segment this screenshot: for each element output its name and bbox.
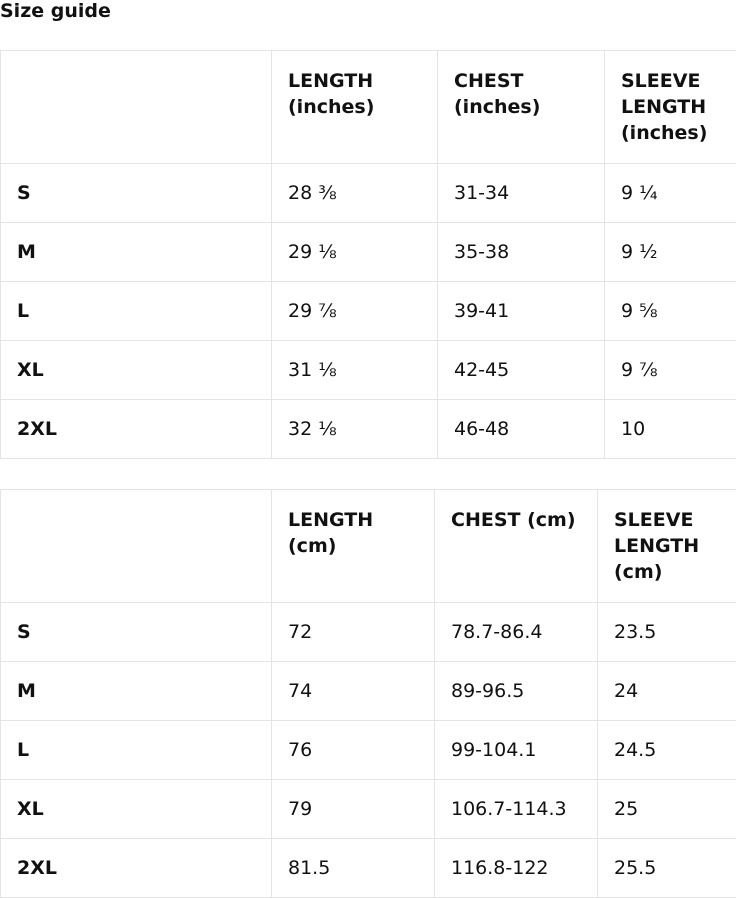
table-row: S 28 ⅜ 31-34 9 ¼ <box>0 163 736 223</box>
table-cell: 9 ⅝ <box>604 281 736 341</box>
table-cell: 9 ½ <box>604 222 736 282</box>
table-cell: 116.8-122 <box>434 838 598 898</box>
table-row: XL 31 ⅛ 42-45 9 ⅞ <box>0 340 736 400</box>
size-label: XL <box>0 340 272 400</box>
size-label: L <box>0 281 272 341</box>
size-label: XL <box>0 779 272 839</box>
table-cell: 31 ⅛ <box>271 340 438 400</box>
size-label: M <box>0 661 272 721</box>
column-header: CHEST (inches) <box>437 50 605 164</box>
column-header <box>0 50 272 164</box>
table-cell: 32 ⅛ <box>271 399 438 459</box>
table-cell: 24 <box>597 661 736 721</box>
table-row: 2XL 81.5 116.8-122 25.5 <box>0 838 736 898</box>
table-cell: 72 <box>271 602 435 662</box>
size-label: 2XL <box>0 399 272 459</box>
table-cell: 28 ⅜ <box>271 163 438 223</box>
size-label: S <box>0 163 272 223</box>
table-cell: 39-41 <box>437 281 605 341</box>
size-table-cm: LENGTH (cm) CHEST (cm) SLEEVE LENGTH (cm) … <box>0 489 736 898</box>
table-cell: 10 <box>604 399 736 459</box>
table-cell: 29 ⅞ <box>271 281 438 341</box>
page-title: Size guide <box>0 0 111 22</box>
table-cell: 25.5 <box>597 838 736 898</box>
table-cell: 46-48 <box>437 399 605 459</box>
column-header: CHEST (cm) <box>434 489 598 603</box>
table-cell: 23.5 <box>597 602 736 662</box>
table-row: L 29 ⅞ 39-41 9 ⅝ <box>0 281 736 341</box>
table-row: M 29 ⅛ 35-38 9 ½ <box>0 222 736 282</box>
column-header: SLEEVE LENGTH (cm) <box>597 489 736 603</box>
size-label: L <box>0 720 272 780</box>
table-row: XL 79 106.7-114.3 25 <box>0 779 736 839</box>
table-row: L 76 99-104.1 24.5 <box>0 720 736 780</box>
table-cell: 79 <box>271 779 435 839</box>
column-header: LENGTH (inches) <box>271 50 438 164</box>
column-header <box>0 489 272 603</box>
size-label: 2XL <box>0 838 272 898</box>
table-cell: 76 <box>271 720 435 780</box>
table-row: S 72 78.7-86.4 23.5 <box>0 602 736 662</box>
table-cell: 42-45 <box>437 340 605 400</box>
column-header: LENGTH (cm) <box>271 489 435 603</box>
table-cell: 106.7-114.3 <box>434 779 598 839</box>
table-cell: 78.7-86.4 <box>434 602 598 662</box>
table-cell: 81.5 <box>271 838 435 898</box>
table-cell: 24.5 <box>597 720 736 780</box>
table-row: M 74 89-96.5 24 <box>0 661 736 721</box>
table-cell: 99-104.1 <box>434 720 598 780</box>
size-label: M <box>0 222 272 282</box>
table-cell: 29 ⅛ <box>271 222 438 282</box>
table-header-row: LENGTH (inches) CHEST (inches) SLEEVE LENG… <box>0 50 736 164</box>
table-cell: 25 <box>597 779 736 839</box>
table-header-row: LENGTH (cm) CHEST (cm) SLEEVE LENGTH (cm) <box>0 489 736 603</box>
table-cell: 9 ¼ <box>604 163 736 223</box>
table-row: 2XL 32 ⅛ 46-48 10 <box>0 399 736 459</box>
table-cell: 31-34 <box>437 163 605 223</box>
table-cell: 35-38 <box>437 222 605 282</box>
table-cell: 89-96.5 <box>434 661 598 721</box>
size-table-inches: LENGTH (inches) CHEST (inches) SLEEVE LENG… <box>0 50 736 459</box>
column-header: SLEEVE LENGTH (inches) <box>604 50 736 164</box>
table-cell: 9 ⅞ <box>604 340 736 400</box>
size-label: S <box>0 602 272 662</box>
table-cell: 74 <box>271 661 435 721</box>
